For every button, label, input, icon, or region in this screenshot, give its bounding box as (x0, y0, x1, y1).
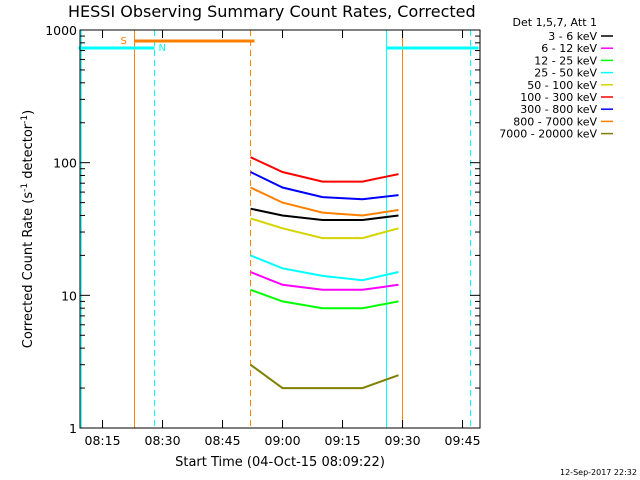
x-axis: 08:15 08:30 08:45 09:00 09:15 09:30 09:45 (85, 30, 481, 448)
series-line-2 (250, 288, 399, 310)
legend-label-3: 25 - 50 keV (534, 67, 597, 80)
x-tick-label-0: 08:15 (85, 433, 121, 448)
x-tick-label-4: 09:15 (325, 433, 361, 448)
y-tick-label-0: 1 (69, 421, 77, 436)
x-tick-label-2: 08:45 (205, 433, 241, 448)
y-axis-label: Corrected Count Rate (s-1 detector-1) (20, 110, 36, 348)
intervals-layer: SN (78, 30, 479, 428)
y-axis: 1 10 100 1000 (45, 23, 480, 436)
y-tick-label-1: 10 (61, 288, 77, 303)
y-axis-label-mid: detector (21, 123, 36, 183)
series-line-6 (250, 171, 399, 201)
series-line-8 (249, 363, 399, 390)
legend-label-7: 800 - 7000 keV (513, 115, 597, 128)
y-axis-label-main: Corrected Count Rate (s (21, 192, 36, 349)
legend-label-0: 3 - 6 keV (548, 30, 597, 43)
series-line-7 (250, 186, 399, 217)
legend-label-4: 50 - 100 keV (527, 79, 597, 92)
x-axis-label: Start Time (04-Oct-15 08:09:22) (175, 455, 385, 470)
night-label: N (159, 43, 166, 54)
series-line-3 (250, 254, 399, 282)
legend-label-6: 300 - 800 keV (520, 103, 597, 116)
x-tick-label-6: 09:45 (445, 433, 481, 448)
y-axis-label-sup1: -1 (20, 183, 30, 192)
chart-title: HESSI Observing Summary Count Rates, Cor… (68, 2, 476, 21)
series-line-0 (250, 207, 399, 221)
legend-label-8: 7000 - 20000 keV (499, 128, 597, 141)
x-tick-label-5: 09:30 (385, 433, 421, 448)
legend-label-1: 6 - 12 keV (541, 42, 597, 55)
y-tick-label-3: 1000 (45, 23, 77, 38)
legend-label-2: 12 - 25 keV (534, 54, 597, 67)
y-tick-label-2: 100 (53, 156, 77, 171)
series-line-1 (250, 271, 399, 291)
x-tick-label-3: 09:00 (265, 433, 301, 448)
legend-title: Det 1,5,7, Att 1 (513, 16, 597, 29)
series-layer (249, 156, 399, 390)
saa-label: S (121, 36, 127, 47)
y-axis-label-sup2: -1 (20, 115, 30, 124)
plot-frame (79, 29, 481, 429)
timestamp: 12-Sep-2017 22:32 (560, 468, 637, 477)
series-line-5 (250, 156, 399, 183)
series-line-4 (250, 217, 399, 240)
legend-label-5: 100 - 300 keV (520, 91, 597, 104)
x-tick-label-1: 08:30 (145, 433, 181, 448)
y-axis-label-end: ) (21, 110, 36, 115)
